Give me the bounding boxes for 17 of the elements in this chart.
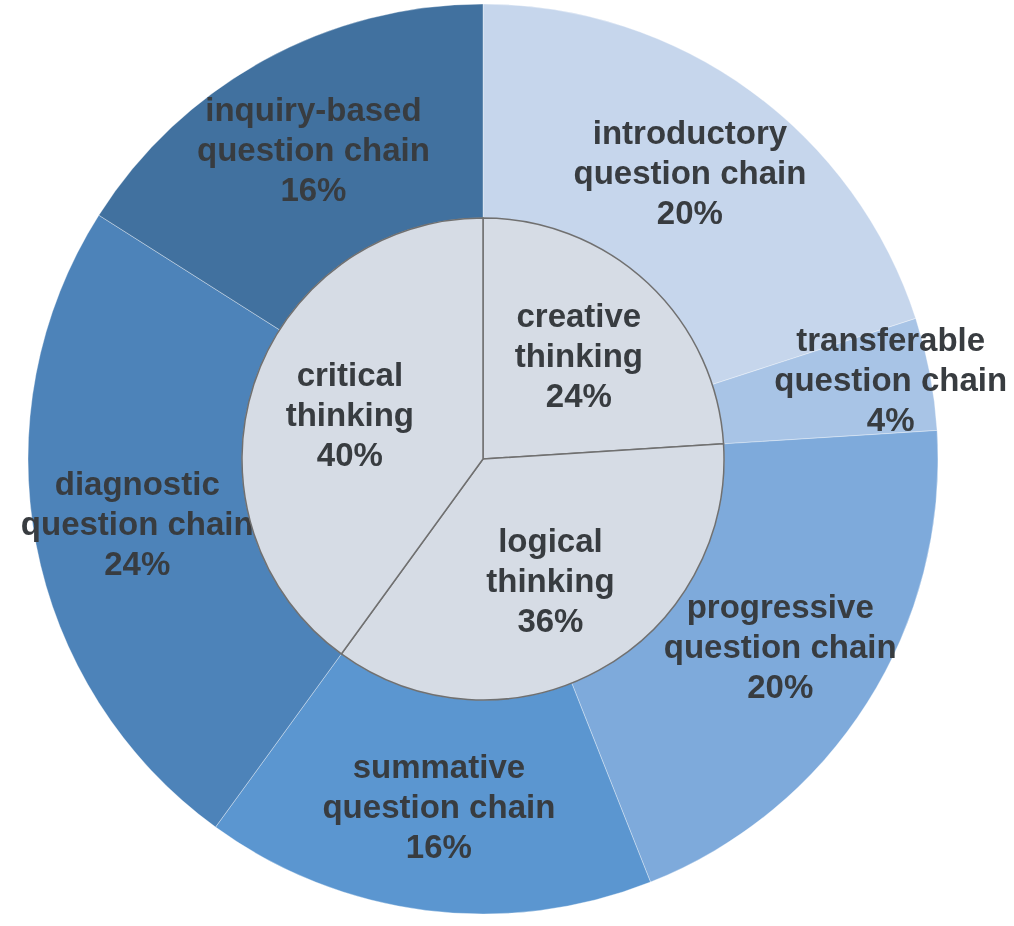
data-label: 16% xyxy=(405,828,472,866)
slice-label: critical thinking xyxy=(285,355,415,433)
data-label: 16% xyxy=(280,170,347,208)
slice-label: transferable question chain xyxy=(774,321,1008,399)
data-label: 40% xyxy=(316,435,383,473)
data-label: 20% xyxy=(656,194,723,232)
slice-label: introductory question chain xyxy=(573,114,807,192)
data-label: 36% xyxy=(517,601,584,639)
data-label: 20% xyxy=(747,667,814,705)
slice-label: summative question chain xyxy=(322,748,556,826)
slice-label: inquiry-based question chain xyxy=(196,90,430,168)
data-label: 4% xyxy=(866,401,915,439)
slice-label: creative thinking xyxy=(514,296,643,374)
slice-label: progressive question chain xyxy=(663,587,897,665)
data-label: 24% xyxy=(545,376,612,414)
data-label: 24% xyxy=(104,544,171,582)
slice-label: logical thinking xyxy=(486,521,615,599)
